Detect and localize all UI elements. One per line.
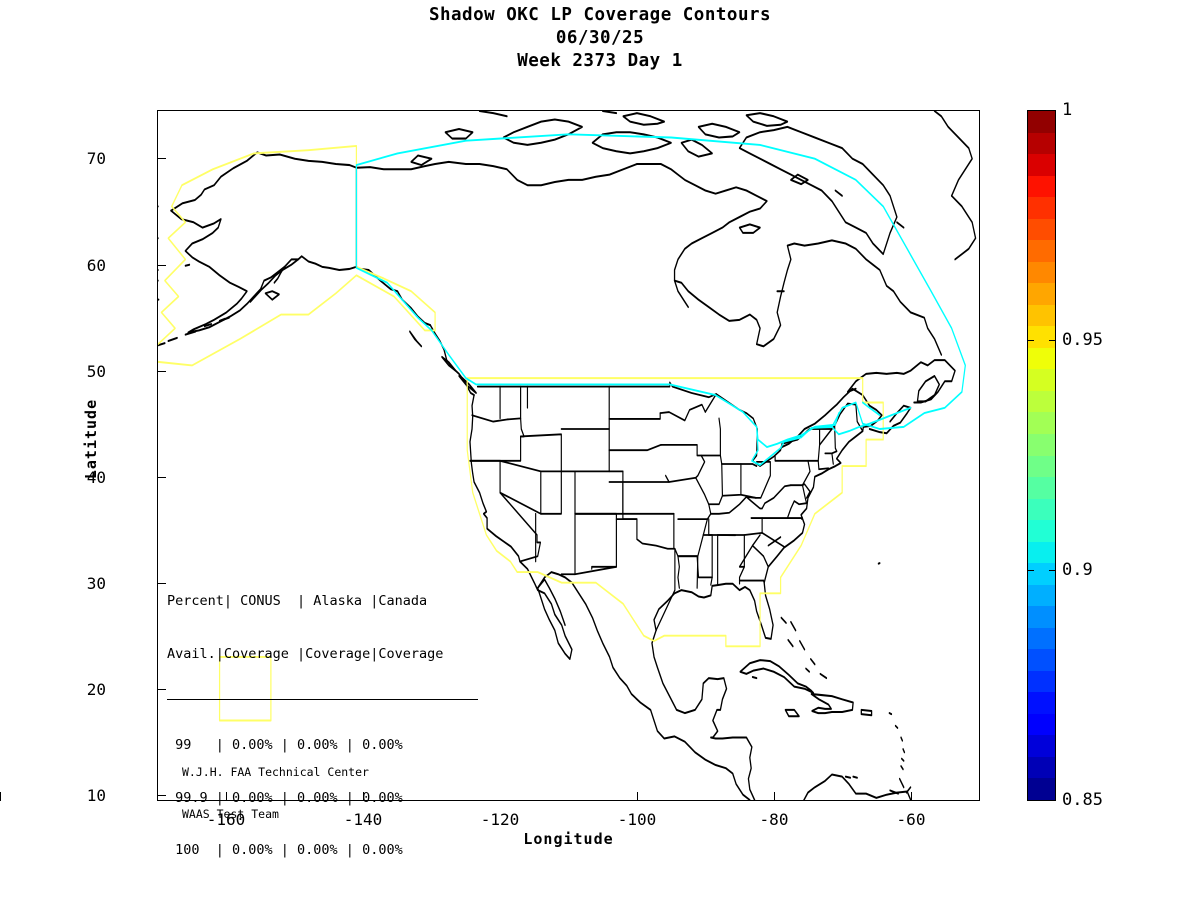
x-tick-label-n120: -120 — [480, 810, 520, 829]
colorbar-label-085: 0.85 — [1062, 790, 1103, 810]
credit-line-1: W.J.H. FAA Technical Center — [182, 765, 369, 779]
colorbar-band — [1028, 197, 1055, 219]
colorbar-band — [1028, 132, 1055, 155]
y-tick-50 — [157, 371, 166, 372]
colorbar-band — [1028, 218, 1055, 241]
colorbar[interactable] — [1027, 110, 1056, 801]
colorbar-band — [1028, 606, 1055, 628]
colorbar-band — [1028, 627, 1055, 650]
colorbar-band — [1028, 283, 1055, 305]
colorbar-band — [1028, 369, 1055, 391]
colorbar-band — [1028, 756, 1055, 779]
x-tick-label-n160: -160 — [206, 810, 246, 829]
colorbar-band — [1028, 563, 1055, 585]
x-tick-label-n80: -80 — [759, 810, 789, 829]
title-line-2: 06/30/25 — [555, 28, 645, 48]
y-tick-label-10: 10 — [86, 786, 106, 805]
colorbar-label-1: 1 — [1062, 100, 1073, 120]
colorbar-band — [1028, 778, 1055, 800]
x-tick-label-n60: -60 — [896, 810, 926, 829]
colorbar-tick-right-09 — [1049, 570, 1056, 571]
chart-title: Shadow OKC LP Coverage Contours 06/30/25… — [0, 4, 1200, 73]
colorbar-band — [1028, 670, 1055, 693]
x-tick-n60 — [911, 792, 912, 801]
y-tick-20 — [157, 689, 166, 690]
colorbar-label-095: 0.95 — [1062, 330, 1103, 350]
colorbar-tick-left-095 — [1027, 340, 1034, 341]
y-tick-30 — [157, 583, 166, 584]
y-tick-60 — [157, 265, 166, 266]
colorbar-band — [1028, 520, 1055, 542]
colorbar-band — [1028, 390, 1055, 413]
credit-text: W.J.H. FAA Technical Center WAAS Test Te… — [182, 737, 369, 835]
x-tick-n140 — [363, 792, 364, 801]
colorbar-band — [1028, 498, 1055, 521]
colorbar-band — [1028, 412, 1055, 434]
title-line-1: Shadow OKC LP Coverage Contours — [428, 5, 772, 25]
x-tick-n100 — [637, 792, 638, 801]
y-tick-label-20: 20 — [86, 680, 106, 699]
colorbar-band — [1028, 541, 1055, 564]
colorbar-label-09: 0.9 — [1062, 560, 1093, 580]
stats-row-99-9: 99.9 | 0.00% | 0.00% | 0.00% — [167, 789, 403, 806]
colorbar-band — [1028, 240, 1055, 262]
colorbar-band — [1028, 326, 1055, 348]
colorbar-band — [1028, 713, 1055, 736]
y-tick-label-60: 60 — [86, 256, 106, 275]
y-tick-label-50: 50 — [86, 362, 106, 381]
stats-row-100: 100 | 0.00% | 0.00% | 0.00% — [167, 842, 403, 858]
map-plot-area[interactable] — [157, 110, 980, 801]
stats-header-line-2: Avail.|Coverage |Coverage|Coverage — [167, 645, 444, 662]
colorbar-band — [1028, 175, 1055, 198]
colorbar-band — [1028, 433, 1055, 456]
y-tick-label-30: 30 — [86, 574, 106, 593]
x-tick-n120 — [0, 792, 1, 801]
colorbar-tick-right-1 — [1049, 110, 1056, 111]
stats-row-99: 99 | 0.00% | 0.00% | 0.00% — [167, 737, 403, 753]
x-tick-n160 — [226, 792, 227, 801]
colorbar-band — [1028, 261, 1055, 284]
colorbar-band — [1028, 692, 1055, 714]
credit-line-2: WAAS Test Team — [182, 807, 279, 821]
y-tick-10 — [157, 795, 166, 796]
stats-divider — [167, 699, 478, 700]
stats-header-line-1: Percent| CONUS | Alaska |Canada — [167, 593, 428, 609]
colorbar-band — [1028, 735, 1055, 757]
colorbar-band — [1028, 304, 1055, 327]
x-tick-label-n100: -100 — [617, 810, 657, 829]
colorbar-band — [1028, 154, 1055, 176]
map-canvas — [158, 111, 977, 800]
coastlines-layer — [158, 111, 977, 800]
y-tick-70 — [157, 158, 166, 159]
colorbar-band — [1028, 649, 1055, 671]
colorbar-band — [1028, 347, 1055, 370]
colorbar-band — [1028, 584, 1055, 607]
colorbar-tick-left-1 — [1027, 110, 1034, 111]
us-state-borders-layer — [469, 381, 864, 632]
x-tick-label-n140: -140 — [343, 810, 383, 829]
y-tick-label-40: 40 — [86, 468, 106, 487]
x-axis-label: Longitude — [523, 830, 614, 848]
coverage-stats-table: Percent| CONUS | Alaska |Canada Avail.|C… — [167, 558, 478, 877]
colorbar-band — [1028, 477, 1055, 499]
x-tick-n80 — [774, 792, 775, 801]
y-tick-40 — [157, 477, 166, 478]
y-tick-label-70: 70 — [86, 149, 106, 168]
colorbar-tick-right-085 — [1049, 800, 1056, 801]
colorbar-band — [1028, 111, 1055, 133]
y-axis-label: Latitude — [82, 398, 100, 480]
title-line-3: Week 2373 Day 1 — [517, 51, 683, 71]
colorbar-band — [1028, 455, 1055, 478]
colorbar-tick-left-085 — [1027, 800, 1034, 801]
colorbar-tick-left-09 — [1027, 570, 1034, 571]
canada-boundary-layer — [355, 133, 966, 466]
colorbar-tick-right-095 — [1049, 340, 1056, 341]
